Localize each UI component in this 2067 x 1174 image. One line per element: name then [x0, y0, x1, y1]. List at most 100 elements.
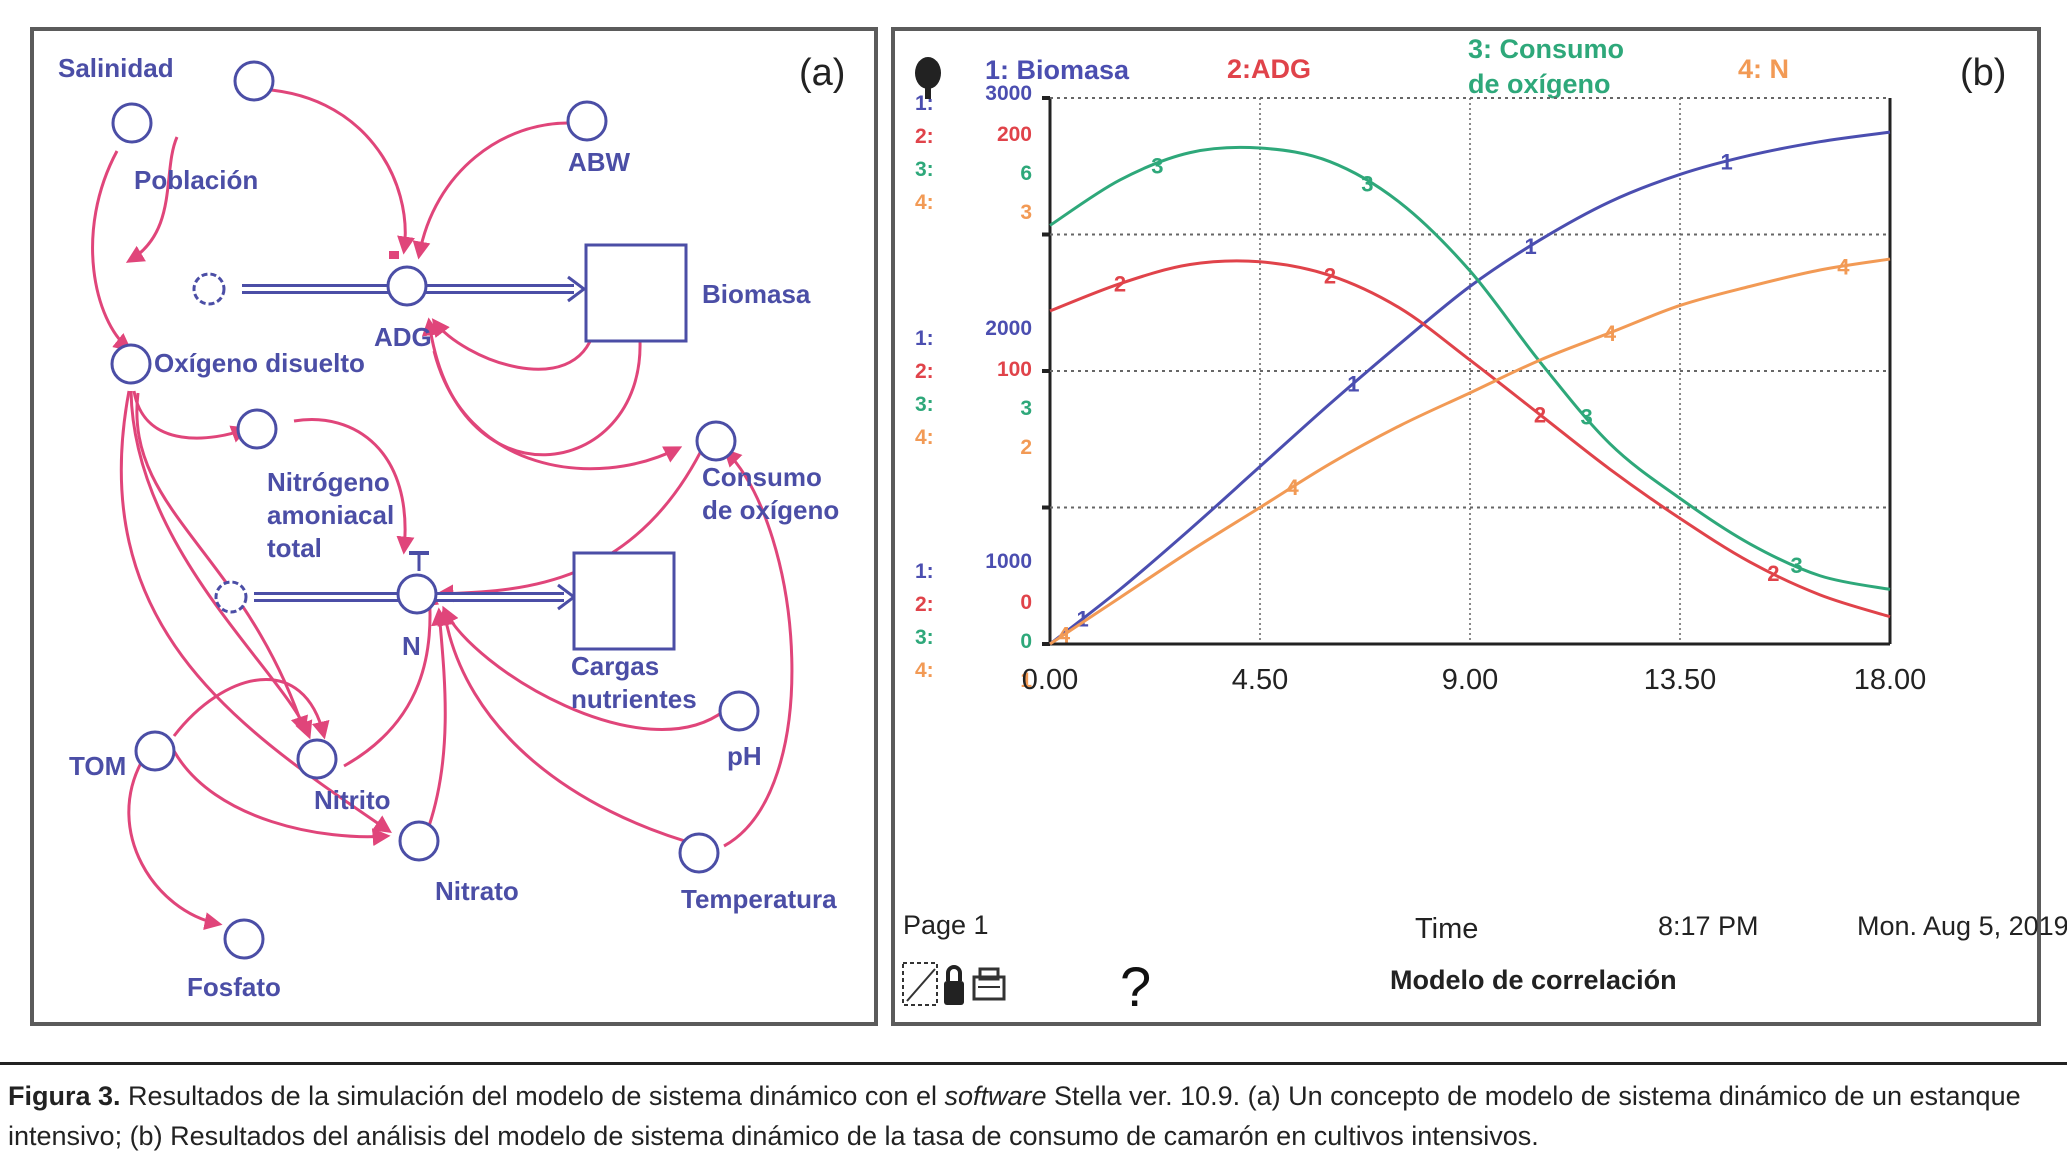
- link-tom-nitrato: [172, 750, 391, 847]
- link-tom-nitrito: [172, 678, 330, 740]
- legend-series-4: 4: N: [1738, 54, 1789, 84]
- series-marker-2: 2: [1114, 272, 1126, 297]
- caption-text-2: Stella ver. 10.9. (a) Un concepto de mod…: [8, 1081, 2021, 1151]
- x-axis-label: Time: [1415, 913, 1478, 945]
- x-tick-label: 0.00: [1022, 664, 1078, 696]
- link-nitrato-n: [427, 607, 450, 827]
- pin-icon[interactable]: [915, 57, 941, 99]
- scale-value: 1: [1020, 669, 1032, 692]
- x-axis-ticks: 0.00 4.50 9.00 13.50 18.00: [1022, 664, 1927, 696]
- series-marker-1: 1: [1347, 372, 1359, 397]
- link-oxigeno-nitrato: [119, 390, 392, 834]
- label-nitrogeno-line1: Nitrógeno: [267, 467, 390, 497]
- label-salinidad: Salinidad: [58, 53, 174, 83]
- series-marker-3: 3: [1581, 405, 1593, 430]
- series-marker-2: 2: [1534, 403, 1546, 428]
- graph-tool-icon[interactable]: [902, 962, 938, 1006]
- legend-series-3-line2: de oxígeno: [1468, 69, 1611, 99]
- date-stamp: Mon. Aug 5, 2019: [1857, 911, 2067, 941]
- node-abw-converter: [566, 100, 608, 142]
- series-line-2: [1049, 259, 1891, 619]
- series-line-1: [1049, 130, 1891, 646]
- scale-prefix: 3:: [915, 626, 934, 649]
- link-adg-consumo: [432, 350, 683, 471]
- label-tom: TOM: [69, 751, 126, 781]
- series-line-3: [1049, 145, 1891, 591]
- node-nitrogeno-converter: [236, 408, 278, 450]
- graph-panel-b: 1: Biomasa 2:ADG 3: Consumo de oxígeno 4…: [891, 27, 2067, 1026]
- diagram-panel-a: Salinidad Población ABW Biomasa ADG Oxíg…: [30, 27, 878, 1026]
- label-fosfato: Fosfato: [187, 972, 281, 1002]
- label-oxigeno-disuelto: Oxígeno disuelto: [154, 348, 365, 378]
- node-ph-converter: [718, 690, 760, 732]
- scale-value: 0: [1020, 630, 1032, 653]
- scale-value: 2: [1020, 436, 1032, 459]
- x-tick-label: 18.00: [1854, 664, 1927, 696]
- link-oxigeno-nitrito: [129, 390, 313, 740]
- label-biomasa: Biomasa: [702, 279, 811, 309]
- series-marker-3: 3: [1361, 172, 1373, 197]
- series-marker-1: 1: [1721, 150, 1733, 175]
- link-abw-adg: [412, 121, 573, 260]
- legend-series-2: 2:ADG: [1227, 54, 1311, 84]
- label-nitrito: Nitrito: [314, 785, 391, 815]
- cloud-source-icon: [214, 580, 248, 614]
- node-consumo-converter: [695, 420, 737, 462]
- label-abw: ABW: [568, 147, 631, 177]
- help-icon[interactable]: ?: [1120, 955, 1151, 1018]
- scale-prefix: 2:: [915, 593, 934, 616]
- series-marker-4: 4: [1837, 254, 1850, 279]
- panel-a-tag: (a): [799, 52, 845, 94]
- x-tick-label: 4.50: [1232, 664, 1288, 696]
- figure-caption: Figura 3. Resultados de la simulación de…: [8, 1076, 2058, 1156]
- node-n-valve: [396, 573, 438, 615]
- link-biomasa-adg: [431, 318, 596, 371]
- link-nitrito-n: [343, 587, 440, 768]
- label-nitrogeno-line2: amoniacal: [267, 500, 394, 530]
- label-temperatura: Temperatura: [681, 884, 837, 914]
- label-n: N: [402, 631, 421, 661]
- print-icon[interactable]: [972, 967, 1006, 1001]
- series-line-4: [1049, 257, 1891, 646]
- link-poblacion-oxigeno: [91, 150, 132, 352]
- scale-value: 3: [1020, 397, 1032, 420]
- x-tick-label: 9.00: [1442, 664, 1498, 696]
- node-oxigeno-converter: [110, 343, 152, 385]
- label-nitrato: Nitrato: [435, 876, 519, 906]
- simulation-chart: 1: Biomasa 2:ADG 3: Consumo de oxígeno 4…: [902, 34, 2067, 1018]
- node-temperatura-converter: [678, 832, 720, 874]
- node-adg-valve: [386, 265, 428, 307]
- page-indicator[interactable]: Page 1: [903, 910, 989, 940]
- scale-prefix: 4:: [915, 426, 934, 449]
- scale-prefix: 1:: [915, 327, 934, 350]
- scale-value: 3000: [985, 82, 1032, 105]
- series-marker-3: 3: [1151, 153, 1163, 178]
- model-title: Modelo de correlación: [1390, 965, 1677, 995]
- label-nitrogeno-line3: total: [267, 533, 322, 563]
- scale-value: 3: [1020, 201, 1032, 224]
- caption-text-1: Resultados de la simulación del modelo d…: [120, 1081, 945, 1111]
- stock-flow-diagram: Salinidad Población ABW Biomasa ADG Oxíg…: [58, 52, 845, 1002]
- scale-value: 0: [1020, 591, 1032, 614]
- scale-value: 100: [997, 358, 1032, 381]
- scale-value: 1000: [985, 550, 1032, 573]
- link-ph-n: [442, 605, 725, 731]
- link-oxigeno-nitrogeno: [132, 390, 250, 443]
- legend-series-1: 1: Biomasa: [985, 55, 1130, 85]
- label-poblacion: Población: [134, 165, 258, 195]
- link-salinidad-adg: [253, 87, 415, 255]
- scale-prefix: 4:: [915, 191, 934, 214]
- link-salinidad-poblacion: [125, 136, 179, 263]
- scale-prefix: 3:: [915, 393, 934, 416]
- lock-icon[interactable]: [944, 965, 964, 1005]
- stock-biomasa: [584, 243, 688, 343]
- node-nitrito-converter: [296, 738, 338, 780]
- causal-links: [91, 87, 794, 930]
- scale-value: 200: [997, 123, 1032, 146]
- label-cargas-line1: Cargas: [571, 651, 659, 681]
- panel-b-tag: (b): [1960, 52, 2006, 94]
- timestamp: 8:17 PM: [1658, 911, 1759, 941]
- label-consumo-line1: Consumo: [702, 462, 822, 492]
